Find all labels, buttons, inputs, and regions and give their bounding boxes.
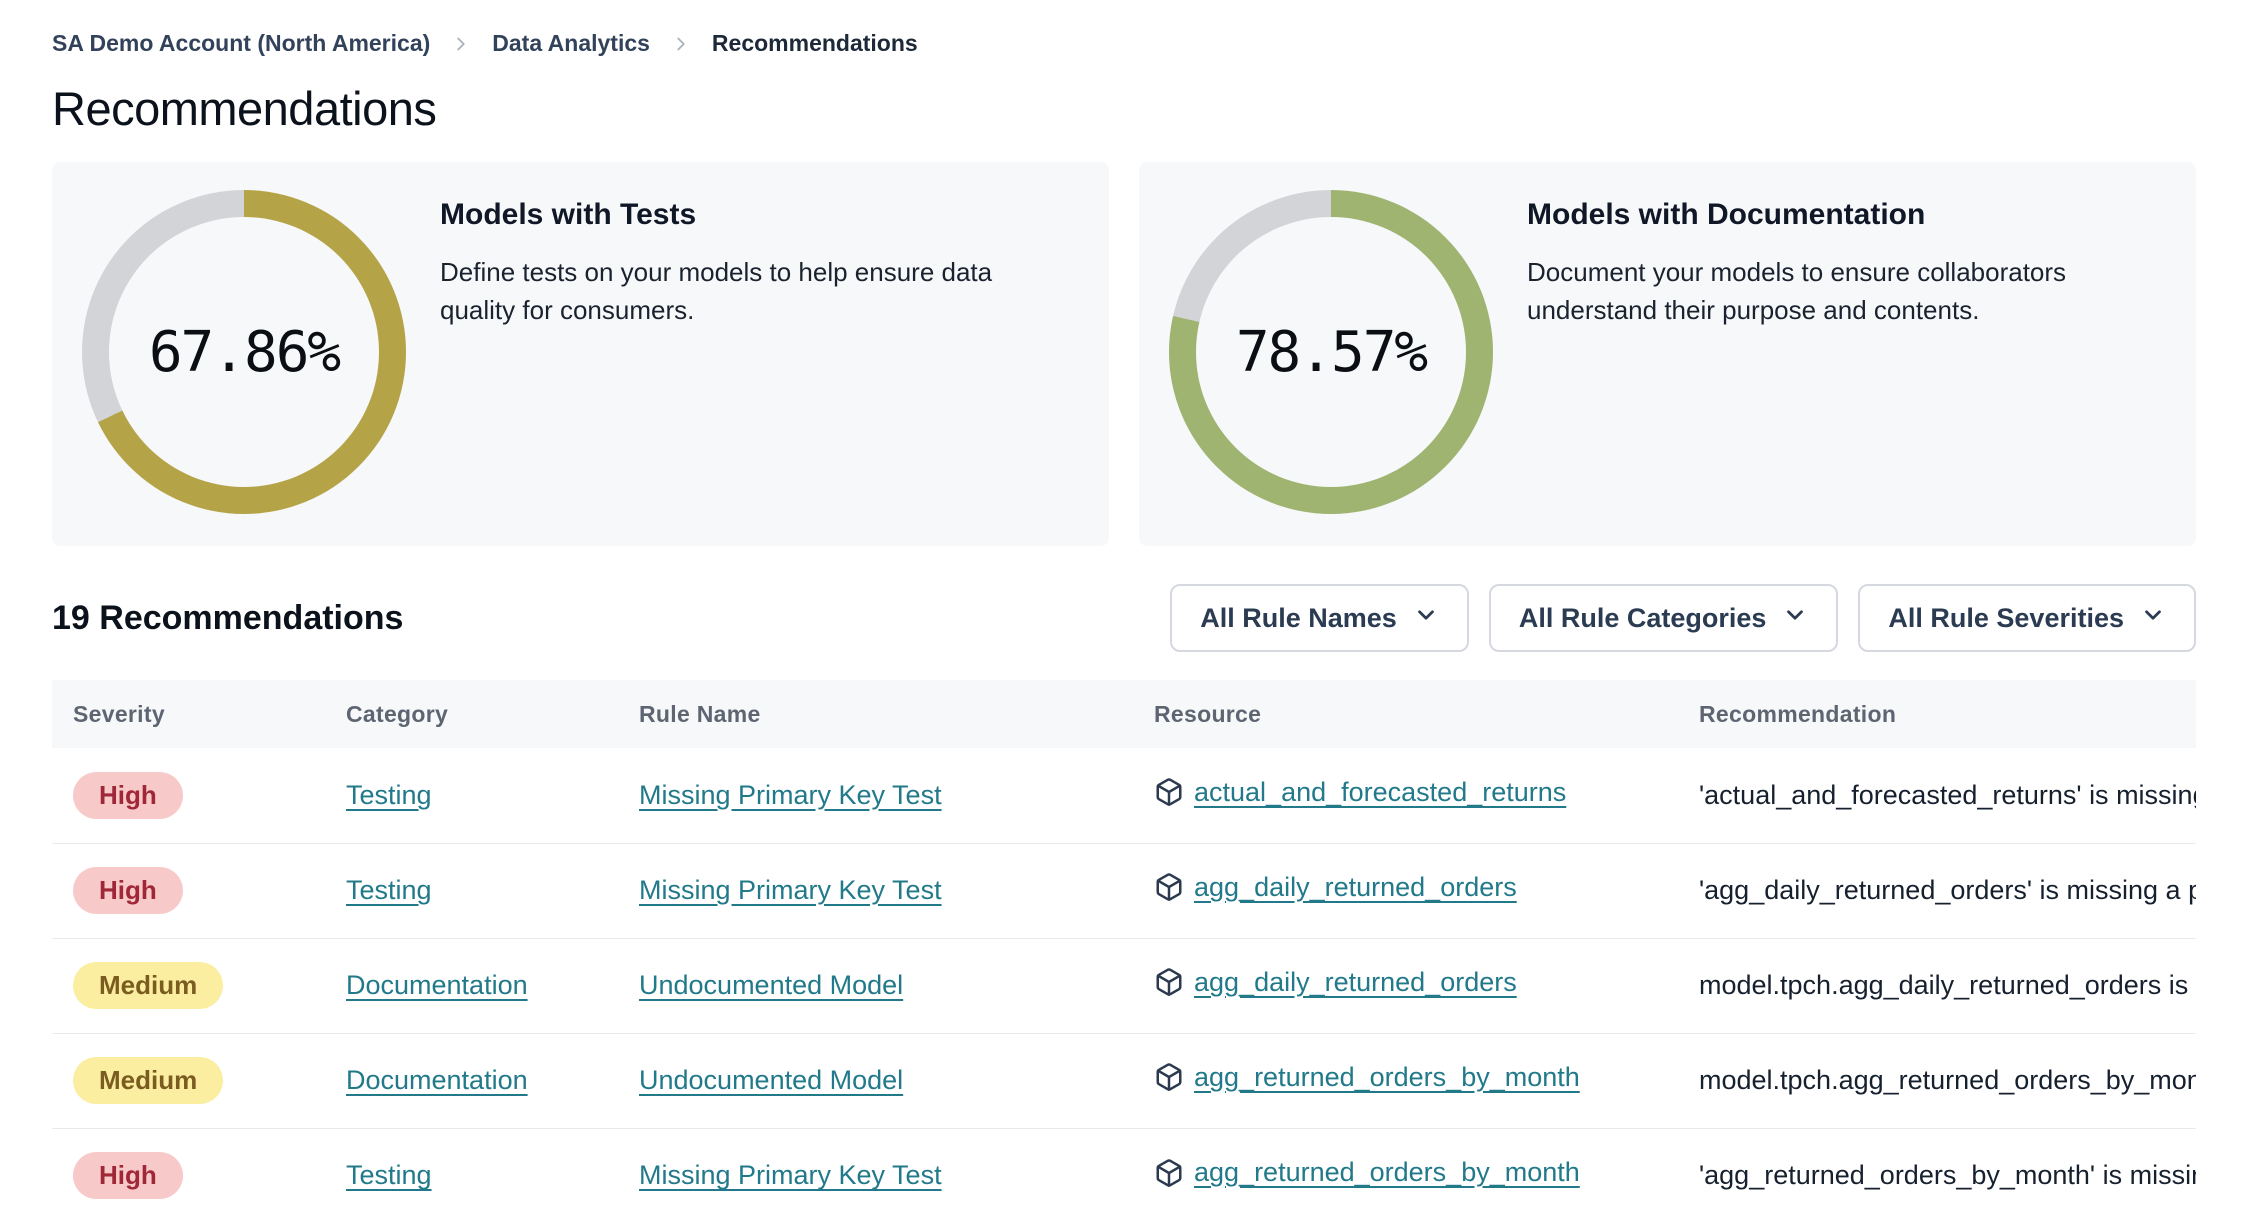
breadcrumb-item-current: Recommendations xyxy=(711,30,918,56)
rule-categories-filter[interactable]: All Rule Categories xyxy=(1488,584,1839,652)
category-link[interactable]: Testing xyxy=(346,1160,432,1191)
resource-cell: agg_returned_orders_by_month xyxy=(1154,1157,1580,1188)
column-header-severity: Severity xyxy=(52,680,346,748)
rule-name-link[interactable]: Missing Primary Key Test xyxy=(639,875,942,905)
category-link[interactable]: Documentation xyxy=(346,1065,528,1095)
rule-name-link[interactable]: Missing Primary Key Test xyxy=(639,779,942,810)
recommendation-text: model.tpch.agg_returned_orders_by_month … xyxy=(1699,1065,2196,1095)
recommendations-table: Severity Category Rule Name Resource Rec… xyxy=(52,680,2196,1223)
rule-name-link[interactable]: Undocumented Model xyxy=(639,1065,904,1095)
severity-badge: Medium xyxy=(73,962,224,1009)
cube-icon xyxy=(1154,872,1184,902)
chevron-right-icon xyxy=(670,33,692,55)
table-row: High Testing Missing Primary Key Test ag… xyxy=(52,843,2196,939)
category-link[interactable]: Testing xyxy=(346,779,432,810)
table-header: Severity Category Rule Name Resource Rec… xyxy=(52,680,2196,748)
recommendation-text: 'actual_and_forecasted_returns' is missi… xyxy=(1699,779,2196,810)
donut-chart-documentation: 78.57% xyxy=(1169,190,1493,514)
resource-cell: agg_daily_returned_orders xyxy=(1154,872,1517,903)
table-row: High Testing Missing Primary Key Test ac… xyxy=(52,748,2196,844)
cube-icon xyxy=(1154,967,1184,997)
rule-name-link[interactable]: Missing Primary Key Test xyxy=(639,1160,942,1191)
card-text: Models with Documentation Document your … xyxy=(1527,198,2156,516)
page-title: Recommendations xyxy=(52,82,437,135)
recommendation-text: model.tpch.agg_daily_returned_orders is … xyxy=(1699,970,2196,1000)
card-description: Document your models to ensure collabora… xyxy=(1527,257,2067,325)
recommendation-text: 'agg_returned_orders_by_month' is missin… xyxy=(1699,1160,2196,1191)
resource-link[interactable]: agg_returned_orders_by_month xyxy=(1194,1157,1580,1187)
recommendations-count: 19 Recommendations xyxy=(52,598,404,637)
resource-link[interactable]: agg_returned_orders_by_month xyxy=(1194,1061,1580,1092)
donut-hole xyxy=(1196,217,1466,487)
resource-cell: agg_daily_returned_orders xyxy=(1154,967,1517,998)
rule-names-filter[interactable]: All Rule Names xyxy=(1170,584,1469,652)
severity-badge: High xyxy=(73,771,183,819)
cube-icon xyxy=(1154,1062,1184,1092)
resource-link[interactable]: agg_daily_returned_orders xyxy=(1194,966,1517,997)
chevron-down-icon xyxy=(1782,602,1808,635)
severity-badge: High xyxy=(73,1152,183,1200)
resource-link[interactable]: actual_and_forecasted_returns xyxy=(1194,776,1567,807)
column-header-rule-name: Rule Name xyxy=(639,680,1154,748)
donut-percentage: 67.86% xyxy=(148,319,341,385)
recommendations-table-body: High Testing Missing Primary Key Test ac… xyxy=(52,748,2196,1223)
resource-cell: agg_returned_orders_by_month xyxy=(1154,1062,1580,1093)
card-text: Models with Tests Define tests on your m… xyxy=(440,198,1069,516)
chevron-down-icon xyxy=(2140,602,2166,635)
donut-chart-tests: 67.86% xyxy=(82,190,406,514)
metric-cards: 67.86% Models with Tests Define tests on… xyxy=(52,162,2196,546)
card-models-with-tests: 67.86% Models with Tests Define tests on… xyxy=(52,162,1109,546)
table-row: Medium Documentation Undocumented Model … xyxy=(52,938,2196,1034)
severity-badge: Medium xyxy=(73,1057,224,1104)
breadcrumb-item-project[interactable]: Data Analytics xyxy=(492,30,650,56)
table-row: High Testing Missing Primary Key Test ag… xyxy=(52,1128,2196,1223)
cube-icon xyxy=(1154,777,1184,807)
severity-badge: High xyxy=(73,867,183,914)
recommendation-text: 'agg_daily_returned_orders' is missing a… xyxy=(1699,875,2196,905)
rule-name-link[interactable]: Undocumented Model xyxy=(639,970,904,1000)
recommendations-toolbar: 19 Recommendations All Rule Names All Ru… xyxy=(52,584,2196,652)
column-header-category: Category xyxy=(346,680,639,748)
table-row: Medium Documentation Undocumented Model … xyxy=(52,1033,2196,1129)
column-header-resource: Resource xyxy=(1154,680,1699,748)
chevron-right-icon xyxy=(450,33,472,55)
resource-link[interactable]: agg_daily_returned_orders xyxy=(1194,871,1517,902)
donut-percentage: 78.57% xyxy=(1235,319,1428,385)
resource-cell: actual_and_forecasted_returns xyxy=(1154,777,1566,808)
rule-severities-filter[interactable]: All Rule Severities xyxy=(1858,584,2196,652)
card-title: Models with Tests xyxy=(440,198,697,231)
chevron-down-icon xyxy=(1413,602,1439,635)
category-link[interactable]: Documentation xyxy=(346,970,528,1000)
card-description: Define tests on your models to help ensu… xyxy=(440,257,993,325)
card-models-with-documentation: 78.57% Models with Documentation Documen… xyxy=(1139,162,2196,546)
donut-hole xyxy=(109,217,379,487)
column-header-recommendation: Recommendation xyxy=(1699,680,2196,748)
cube-icon xyxy=(1154,1158,1184,1188)
filter-label: All Rule Severities xyxy=(1888,602,2124,633)
category-link[interactable]: Testing xyxy=(346,875,432,905)
filter-group: All Rule Names All Rule Categories All R… xyxy=(1170,584,2196,652)
filter-label: All Rule Names xyxy=(1200,602,1397,633)
filter-label: All Rule Categories xyxy=(1518,602,1767,633)
card-title: Models with Documentation xyxy=(1527,198,1926,231)
breadcrumb: SA Demo Account (North America) Data Ana… xyxy=(52,30,2196,57)
breadcrumb-item-account[interactable]: SA Demo Account (North America) xyxy=(52,30,431,56)
